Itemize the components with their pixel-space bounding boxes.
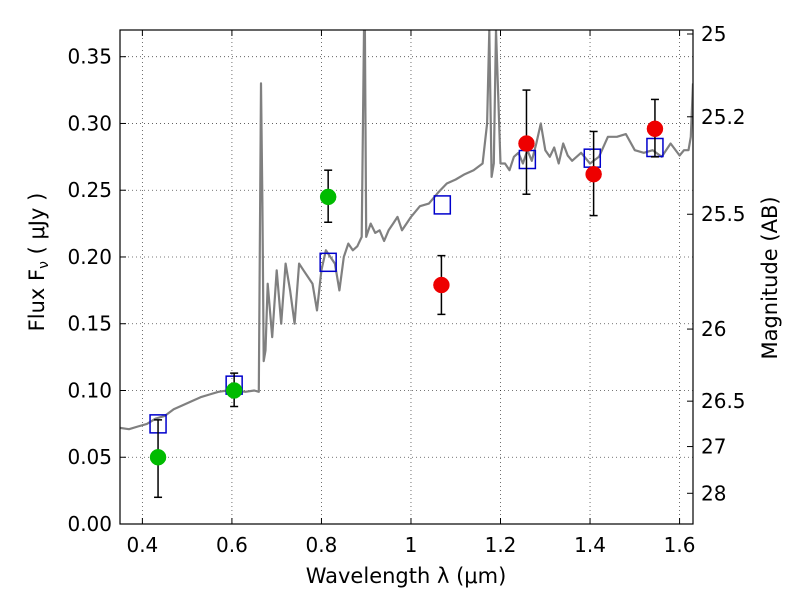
y-tick-label: 0.00 [67,512,112,536]
y-tick-label: 0.30 [67,111,112,135]
y2-axis-label: Magnitude (AB) [758,196,782,359]
x-tick-label: 1.4 [574,533,606,557]
x-tick-label: 0.8 [306,533,338,557]
y-tick-label: 0.25 [67,178,112,202]
y-tick-label: 0.15 [67,312,112,336]
y2-tick-label: 26 [701,317,726,341]
x-tick-label: 1 [405,533,418,557]
y2-tick-label: 25 [701,22,726,46]
y2-tick-label: 25.2 [701,105,746,129]
observed-green-point [319,188,337,206]
x-tick-label: 0.6 [216,533,248,557]
observed-green-point [149,448,167,466]
y-axis-label: Flux Fν ( μJy ) [25,193,52,332]
x-tick-label: 1.6 [664,533,696,557]
observed-red-point [585,165,602,183]
y-axis-label-unit: ( μJy ) [25,193,49,261]
y2-tick-label: 28 [701,481,726,505]
observed-red-point [433,276,450,294]
observed-green-point [225,382,243,399]
grid-lines [120,30,693,525]
y-tick-label: 0.35 [67,45,112,69]
y2-tick-label: 27 [701,435,726,459]
y-axis-label-sub: ν [36,261,52,269]
y-axis-label-main: Flux F [25,269,49,331]
x-axis-label: Wavelength λ (μm) [306,564,507,588]
model-spectrum-line [120,30,693,431]
y-tick-label: 0.05 [67,445,112,469]
observed-red-point [518,135,535,152]
synthetic-photometry-box [433,195,452,215]
plot-area [120,30,693,499]
axis-ticks: 0.4 0.6 0.8 1 1.2 1.4 1.6 0.00 0.05 0.10 0.15 0.20 0… [67,22,745,557]
observed-red-point [646,120,664,138]
plot-frame [119,29,694,525]
y-tick-label: 0.20 [67,245,112,269]
y2-tick-label: 25.5 [701,202,746,226]
synthetic-photometry-box [319,252,337,273]
x-tick-label: 0.4 [126,533,158,557]
x-tick-label: 1.2 [485,533,517,557]
y-tick-label: 0.10 [67,378,112,402]
y2-tick-label: 26.5 [701,389,746,413]
